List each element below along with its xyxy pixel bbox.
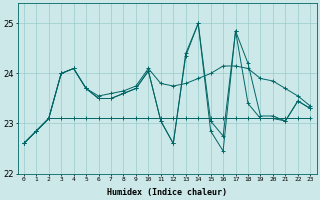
X-axis label: Humidex (Indice chaleur): Humidex (Indice chaleur) [107, 188, 227, 197]
